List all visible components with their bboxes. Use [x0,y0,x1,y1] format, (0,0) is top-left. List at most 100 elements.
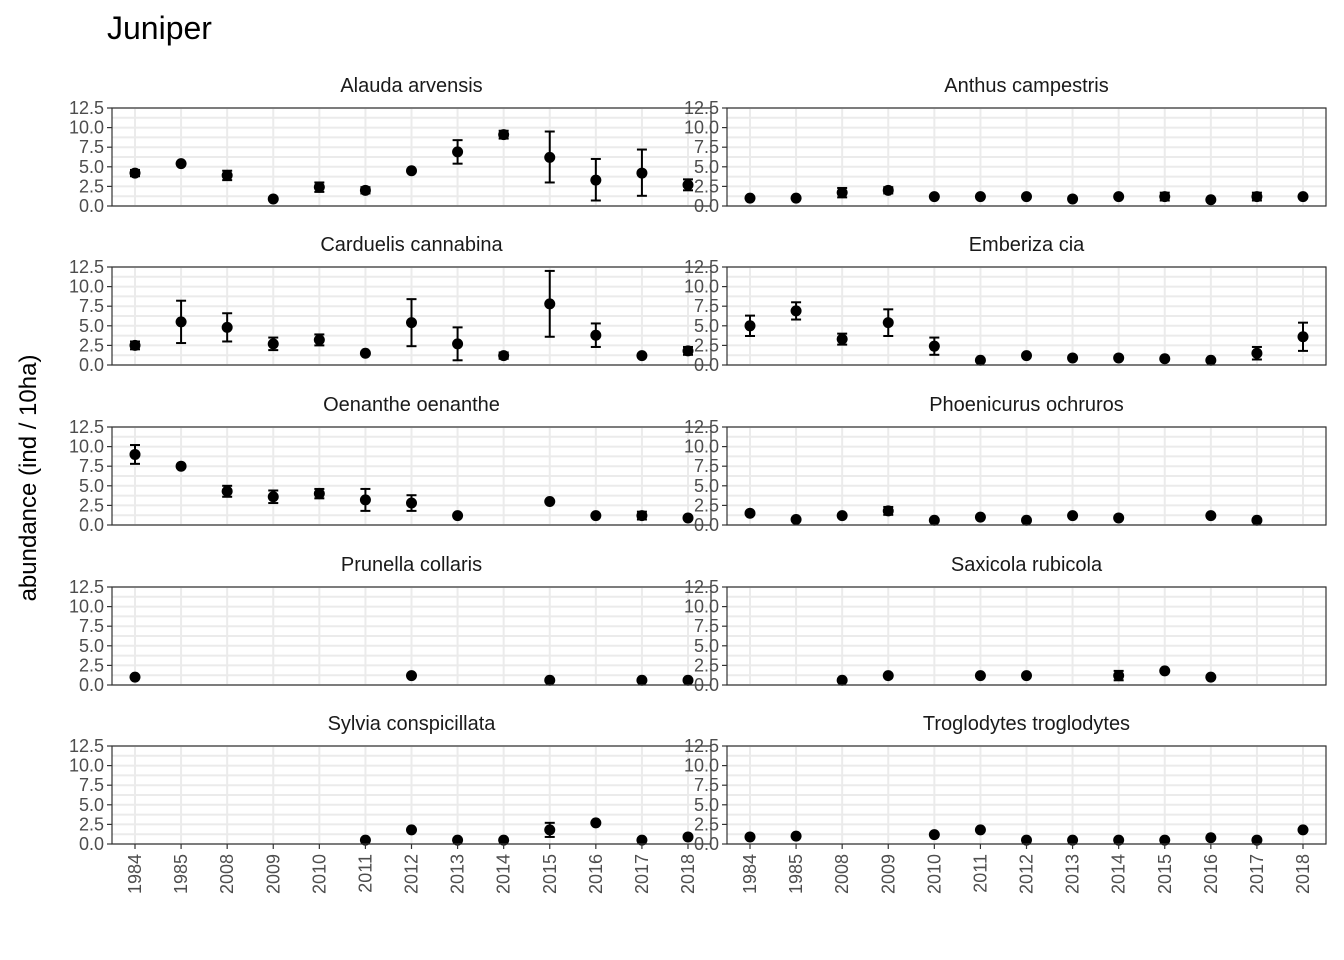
y-tick-label: 2.5 [694,176,719,196]
y-tick-label: 2.5 [79,655,104,675]
data-point [682,512,694,524]
y-tick-label: 12.5 [684,577,719,597]
data-point [1297,191,1309,203]
data-point [1159,191,1171,203]
y-tick-label: 10.0 [69,277,104,297]
x-tick-label: 1985 [171,854,191,894]
data-point [129,448,141,460]
facet-panel: Emberiza cia 0.02.55.07.510.012.5 [684,234,1327,375]
data-point [1205,671,1217,683]
data-point [744,192,756,204]
data-point [544,151,556,163]
y-tick-label: 0.0 [79,515,104,535]
x-tick-label: 2015 [540,854,560,894]
data-point [1205,510,1217,522]
data-point [974,191,986,203]
x-tick-label: 2016 [1201,854,1221,894]
data-point [1021,670,1032,682]
y-tick-label: 0.0 [79,355,104,375]
data-point [1251,191,1263,203]
facet-strip-label: Phoenicurus ochruros [929,394,1124,416]
y-tick-label: 7.5 [694,456,719,476]
data-point [744,831,756,843]
panel-border [726,586,1327,686]
data-point [1021,834,1032,846]
facet-strip-label: Alauda arvensis [340,75,482,97]
data-point [1067,834,1079,846]
data-point [790,830,802,842]
data-point [590,510,602,522]
y-tick-label: 0.0 [694,196,719,216]
y-tick-label: 12.5 [69,577,104,597]
data-point [406,497,417,509]
data-point [1021,191,1032,203]
y-tick-label: 10.0 [69,437,104,457]
data-point [498,350,510,362]
x-tick-label: 2017 [1247,854,1267,894]
data-point [636,510,648,522]
data-point [836,187,848,199]
panel-border [726,107,1327,207]
y-tick-label: 12.5 [684,98,719,118]
y-tick-label: 7.5 [694,137,719,157]
data-point [175,158,187,170]
data-point [313,488,325,500]
facet-panel: Carduelis cannabina 0.02.55.07.510.012.5 [69,234,712,375]
y-axis-label: abundance (ind / 10ha) [15,355,42,602]
data-point [836,333,848,345]
x-tick-label: 2009 [878,854,898,894]
data-point [129,167,141,179]
facet-panel: Phoenicurus ochruros 0.02.55.07.510.012.5 [684,394,1327,535]
y-tick-label: 2.5 [79,495,104,515]
y-tick-label: 2.5 [694,655,719,675]
facet-strip-label: Saxicola rubicola [951,554,1103,576]
facet-panel: Oenanthe oenanthe 0.02.55.07.510.012.5 [69,394,712,535]
y-tick-label: 7.5 [694,296,719,316]
y-tick-label: 10.0 [69,597,104,617]
data-point [1205,832,1217,844]
x-tick-label: 1984 [740,854,760,894]
x-tick-label: 2008 [832,854,852,894]
data-point [974,824,986,836]
data-point [1113,512,1125,524]
y-tick-label: 2.5 [694,495,719,515]
data-point [636,350,648,362]
data-point [590,817,602,829]
facet-panels: Alauda arvensis0.02.55.07.510.012.5Anthu… [69,75,1327,894]
data-point [790,192,802,204]
data-point [406,317,417,329]
y-tick-label: 0.0 [694,834,719,854]
data-point [636,674,648,686]
x-tick-label: 2016 [586,854,606,894]
x-tick-label: 2010 [309,854,329,894]
facet-strip-label: Sylvia conspicillata [328,713,497,735]
data-point [544,298,556,310]
y-tick-label: 12.5 [684,417,719,437]
data-point [682,179,694,191]
data-point [452,338,464,350]
data-point [790,305,802,317]
y-tick-label: 5.0 [694,476,719,496]
data-point [406,670,417,682]
x-tick-label: 2010 [924,854,944,894]
data-point [790,514,802,526]
data-point [882,670,894,682]
y-tick-label: 2.5 [79,814,104,834]
data-point [1297,331,1309,343]
y-tick-label: 5.0 [694,316,719,336]
data-point [1159,353,1171,365]
y-tick-label: 7.5 [694,775,719,795]
y-tick-label: 10.0 [69,756,104,776]
data-point [744,320,756,332]
data-point [359,834,371,846]
data-point [974,670,986,682]
data-point [406,165,417,177]
y-tick-label: 12.5 [69,417,104,437]
y-tick-label: 10.0 [69,118,104,138]
y-tick-label: 5.0 [79,636,104,656]
x-tick-label: 2013 [448,854,468,894]
x-tick-label: 2008 [217,854,237,894]
data-point [1113,352,1125,364]
data-point [1067,352,1079,364]
data-point [313,181,325,193]
